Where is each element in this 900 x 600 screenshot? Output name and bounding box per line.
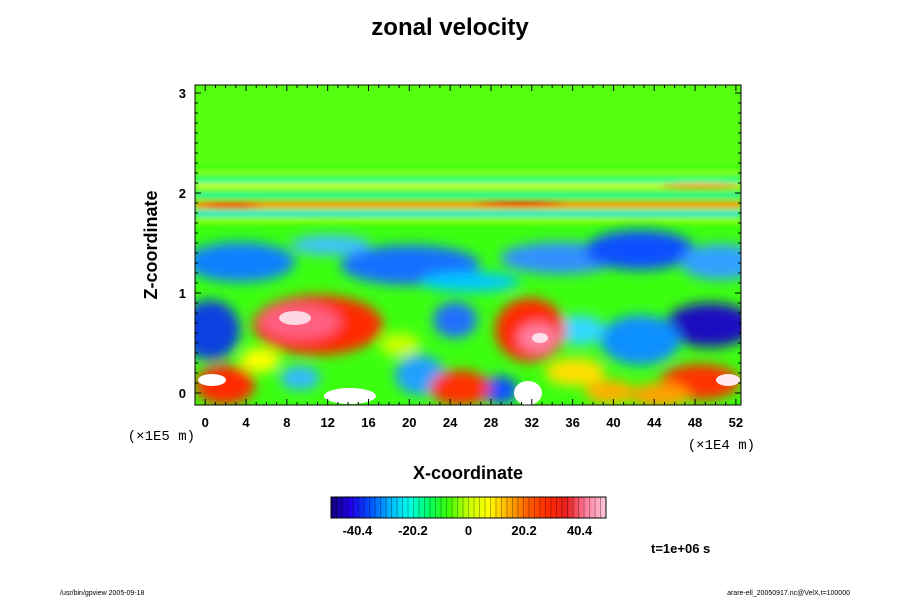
colorbar-tick-label: 0 — [465, 523, 472, 538]
blob — [420, 272, 520, 292]
core-surface-jet — [198, 374, 226, 386]
blob — [680, 244, 741, 280]
blob — [630, 383, 690, 405]
x-tick-label: 8 — [283, 415, 290, 430]
x-tick-label: 44 — [647, 415, 662, 430]
field-bands — [195, 170, 741, 223]
y-axis: 0 1 2 3 — [179, 86, 741, 401]
x-tick-label: 0 — [202, 415, 209, 430]
y-scale-note: (×1E5 m) — [128, 429, 195, 445]
x-tick-label: 32 — [525, 415, 539, 430]
blob — [380, 333, 420, 357]
velocity-field — [195, 85, 741, 405]
x-axis: 0 4 8 12 16 20 24 28 32 36 40 44 48 52 — [202, 85, 743, 430]
band-core — [470, 201, 570, 207]
blob — [482, 376, 518, 404]
blob — [555, 315, 605, 345]
field-blobs — [195, 230, 741, 405]
band — [195, 178, 741, 183]
x-tick-label: 20 — [402, 415, 416, 430]
time-annotation: t=1e+06 s — [651, 541, 711, 556]
x-tick-label: 16 — [361, 415, 375, 430]
y-axis-label: Z-coordinate — [141, 190, 161, 299]
blob — [545, 358, 605, 386]
y-tick-label: 1 — [179, 286, 186, 301]
blob — [585, 230, 695, 270]
x-tick-label: 24 — [443, 415, 458, 430]
plot-frame — [194, 84, 742, 406]
band — [195, 184, 741, 189]
footer-command: /usr/bin/gpview 2005-09-18 — [60, 590, 145, 597]
band-core — [195, 202, 265, 208]
x-scale-note: (×1E4 m) — [688, 438, 755, 454]
colorbar-tick-label: -20.2 — [398, 523, 428, 538]
y-tick-label: 0 — [179, 386, 186, 401]
band — [195, 203, 741, 206]
blob — [290, 235, 370, 255]
band — [195, 211, 741, 216]
band — [195, 193, 741, 197]
core-jet — [279, 311, 311, 325]
blob — [585, 380, 635, 404]
colorbar-tick-label: 20.2 — [511, 523, 536, 538]
core-surface-jet — [716, 374, 740, 386]
x-axis-label: X-coordinate — [413, 463, 523, 483]
band — [195, 218, 741, 223]
field-upper — [195, 85, 741, 165]
core-jet — [532, 333, 548, 343]
colorbar-frame — [330, 496, 607, 519]
blob — [280, 366, 320, 390]
band-core — [660, 183, 740, 189]
blob — [195, 300, 240, 360]
core-surface-jet — [324, 388, 376, 404]
x-tick-label: 28 — [484, 415, 498, 430]
x-tick-label: 4 — [242, 415, 250, 430]
x-tick-label: 48 — [688, 415, 702, 430]
core-surface-jet — [514, 381, 542, 405]
colorbar-stripes — [336, 497, 601, 518]
colorbar-ticks: -40.4 -20.2 0 20.2 40.4 — [343, 523, 593, 538]
blob — [665, 303, 741, 347]
y-tick-label: 3 — [179, 86, 186, 101]
y-tick-label: 2 — [179, 186, 186, 201]
colorbar-tick-label: -40.4 — [343, 523, 373, 538]
colorbar: -40.4 -20.2 0 20.2 40.4 — [330, 496, 607, 538]
x-tick-label: 40 — [606, 415, 620, 430]
blob — [240, 348, 280, 372]
blob — [430, 370, 490, 405]
blob — [433, 302, 477, 338]
band — [195, 170, 741, 174]
blob — [195, 242, 295, 282]
colorbar-tick-label: 40.4 — [567, 523, 593, 538]
x-tick-label: 52 — [729, 415, 743, 430]
x-tick-label: 12 — [320, 415, 334, 430]
blob — [600, 315, 680, 365]
x-tick-label: 36 — [565, 415, 579, 430]
chart-title: zonal velocity — [371, 14, 529, 41]
footer-source: arare-ell_20050917.nc@VelX,t=100000 — [727, 590, 850, 597]
